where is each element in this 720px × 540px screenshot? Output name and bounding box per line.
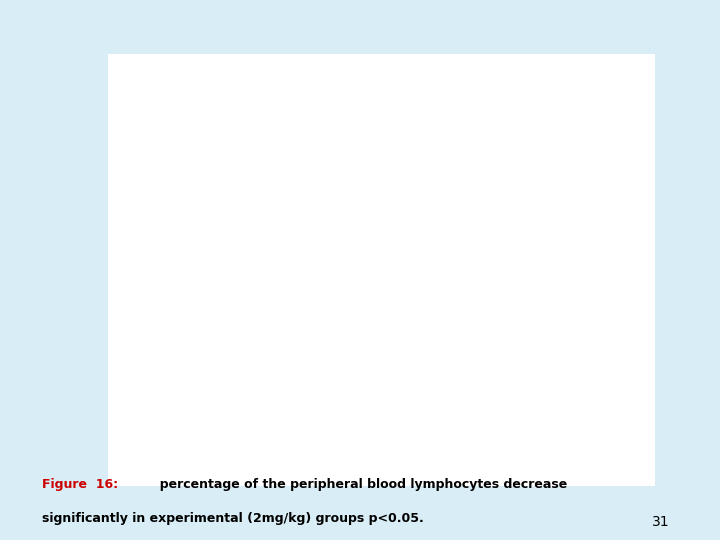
Text: 31: 31 <box>652 515 670 529</box>
Text: percentage of the peripheral blood lymphocytes decrease: percentage of the peripheral blood lymph… <box>151 478 567 491</box>
Y-axis label: 95% CI Lymphocyte: 95% CI Lymphocyte <box>122 227 132 323</box>
X-axis label: Group: Group <box>364 457 399 467</box>
Text: Figure  16:: Figure 16: <box>42 478 118 491</box>
FancyBboxPatch shape <box>108 54 655 486</box>
Text: significantly in experimental (2mg/kg) groups p<0.05.: significantly in experimental (2mg/kg) g… <box>42 512 424 525</box>
